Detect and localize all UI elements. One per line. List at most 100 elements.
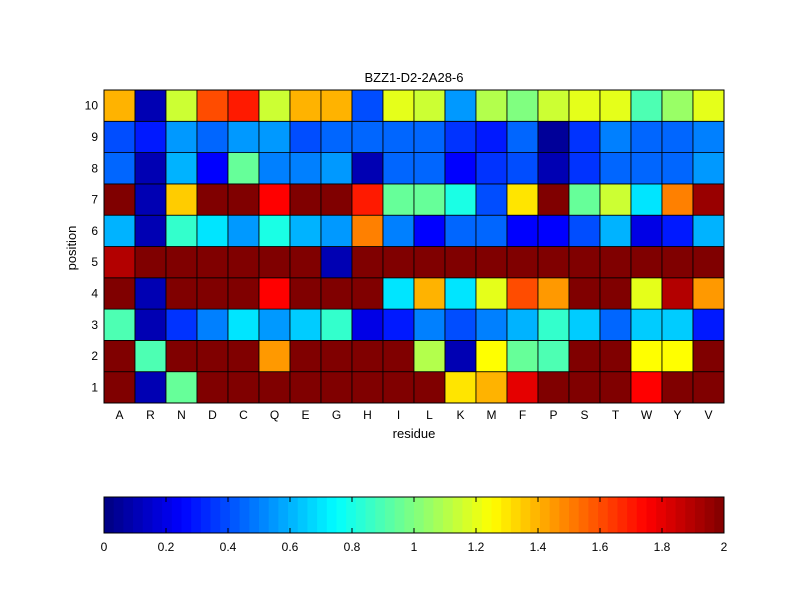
- heatmap-cell-R-1: [134, 371, 167, 404]
- heatmap-cell-C-1: [227, 371, 260, 404]
- x-tick-label-Y: Y: [673, 408, 681, 422]
- heatmap-cell-F-10: [506, 89, 539, 122]
- heatmap-cell-T-10: [599, 89, 632, 122]
- heatmap-cell-Q-3: [258, 308, 291, 341]
- heatmap-cell-T-5: [599, 246, 632, 279]
- heatmap-cell-Y-1: [661, 371, 694, 404]
- colorbar-segment: [113, 497, 124, 533]
- colorbar-segment: [104, 497, 115, 533]
- colorbar-segment: [433, 497, 444, 533]
- colorbar-segment: [346, 497, 357, 533]
- heatmap-cell-Q-5: [258, 246, 291, 279]
- heatmap-cell-M-8: [475, 152, 508, 185]
- heatmap-cell-R-6: [134, 214, 167, 247]
- heatmap-cell-N-8: [165, 152, 198, 185]
- colorbar-segment: [607, 497, 618, 533]
- x-tick-label-N: N: [177, 408, 186, 422]
- colorbar-segment: [239, 497, 250, 533]
- heatmap-cell-W-4: [630, 277, 663, 310]
- y-tick-label-7: 7: [91, 193, 98, 207]
- heatmap-cell-N-5: [165, 246, 198, 279]
- heatmap-cell-N-1: [165, 371, 198, 404]
- heatmap-cell-E-9: [289, 120, 322, 154]
- colorbar-segment: [549, 497, 560, 533]
- heatmap-cell-H-4: [351, 277, 384, 310]
- colorbar-segment: [588, 497, 599, 533]
- heatmap-cell-N-6: [165, 214, 198, 247]
- heatmap-cell-V-5: [692, 246, 725, 279]
- colorbar-segment: [675, 497, 686, 533]
- heatmap-cell-D-6: [196, 214, 229, 247]
- colorbar-segment: [336, 497, 347, 533]
- heatmap-cell-I-9: [382, 120, 415, 154]
- x-tick-label-L: L: [426, 408, 433, 422]
- colorbar-segment: [472, 497, 483, 533]
- heatmap-cell-W-6: [630, 214, 663, 247]
- heatmap-cell-L-4: [413, 277, 446, 310]
- colorbar: [104, 497, 725, 533]
- heatmap-cell-C-7: [227, 183, 260, 216]
- heatmap-cell-K-9: [444, 120, 477, 154]
- heatmap-cell-F-9: [506, 120, 539, 154]
- colorbar-tick-label: 1: [411, 540, 418, 554]
- x-tick-label-S: S: [580, 408, 588, 422]
- colorbar-tick-label: 2: [721, 540, 728, 554]
- colorbar-tick-label: 1.6: [592, 540, 609, 554]
- heatmap-cell-F-8: [506, 152, 539, 185]
- heatmap-cell-Y-5: [661, 246, 694, 279]
- heatmap-cell-P-8: [537, 152, 570, 185]
- y-tick-labels: 1 2 3 4 5 6 7 8 9 10: [85, 99, 99, 395]
- heatmap-cell-M-9: [475, 120, 508, 154]
- x-tick-label-T: T: [612, 408, 620, 422]
- colorbar-segment: [268, 497, 279, 533]
- x-tick-label-D: D: [208, 408, 217, 422]
- heatmap-cell-G-4: [320, 277, 353, 310]
- colorbar-segment: [685, 497, 696, 533]
- plot-frame: [103, 89, 725, 404]
- heatmap-cells: [103, 89, 725, 404]
- heatmap-cell-M-4: [475, 277, 508, 310]
- heatmap-cell-A-10: [103, 89, 136, 122]
- colorbar-segment: [133, 497, 144, 533]
- heatmap-cell-P-4: [537, 277, 570, 310]
- heatmap-cell-E-2: [289, 339, 322, 373]
- colorbar-tick-label: 0.4: [220, 540, 237, 554]
- heatmap-cell-W-8: [630, 152, 663, 185]
- x-tick-label-R: R: [146, 408, 155, 422]
- heatmap-cell-G-2: [320, 339, 353, 373]
- heatmap-cell-I-8: [382, 152, 415, 185]
- heatmap-cell-A-6: [103, 214, 136, 247]
- heatmap-cell-S-4: [568, 277, 601, 310]
- heatmap-cell-Q-6: [258, 214, 291, 247]
- heatmap-cell-G-9: [320, 120, 353, 154]
- colorbar-segment: [375, 497, 386, 533]
- heatmap-cell-Y-3: [661, 308, 694, 341]
- colorbar-segment: [452, 497, 463, 533]
- heatmap-cell-K-8: [444, 152, 477, 185]
- x-tick-label-P: P: [549, 408, 557, 422]
- colorbar-segment: [191, 497, 202, 533]
- y-tick-label-8: 8: [91, 161, 98, 175]
- colorbar-segment: [200, 497, 211, 533]
- heatmap-cell-V-3: [692, 308, 725, 341]
- heatmap-cell-H-7: [351, 183, 384, 216]
- x-tick-label-W: W: [641, 408, 653, 422]
- heatmap-cell-P-7: [537, 183, 570, 216]
- heatmap-cell-R-8: [134, 152, 167, 185]
- heatmap-cell-T-7: [599, 183, 632, 216]
- heatmap-cell-Q-10: [258, 89, 291, 122]
- x-axis-label: residue: [393, 426, 436, 441]
- heatmap-cell-L-6: [413, 214, 446, 247]
- y-axis-label: position: [64, 226, 79, 271]
- colorbar-segment: [559, 497, 570, 533]
- heatmap-cell-L-1: [413, 371, 446, 404]
- heatmap-cell-P-9: [537, 120, 570, 154]
- colorbar-segment: [142, 497, 153, 533]
- colorbar-segment: [220, 497, 231, 533]
- heatmap-cell-N-7: [165, 183, 198, 216]
- colorbar-segment: [249, 497, 260, 533]
- colorbar-segment: [297, 497, 308, 533]
- heatmap-cell-F-7: [506, 183, 539, 216]
- heatmap-cell-Q-8: [258, 152, 291, 185]
- colorbar-segment: [384, 497, 396, 533]
